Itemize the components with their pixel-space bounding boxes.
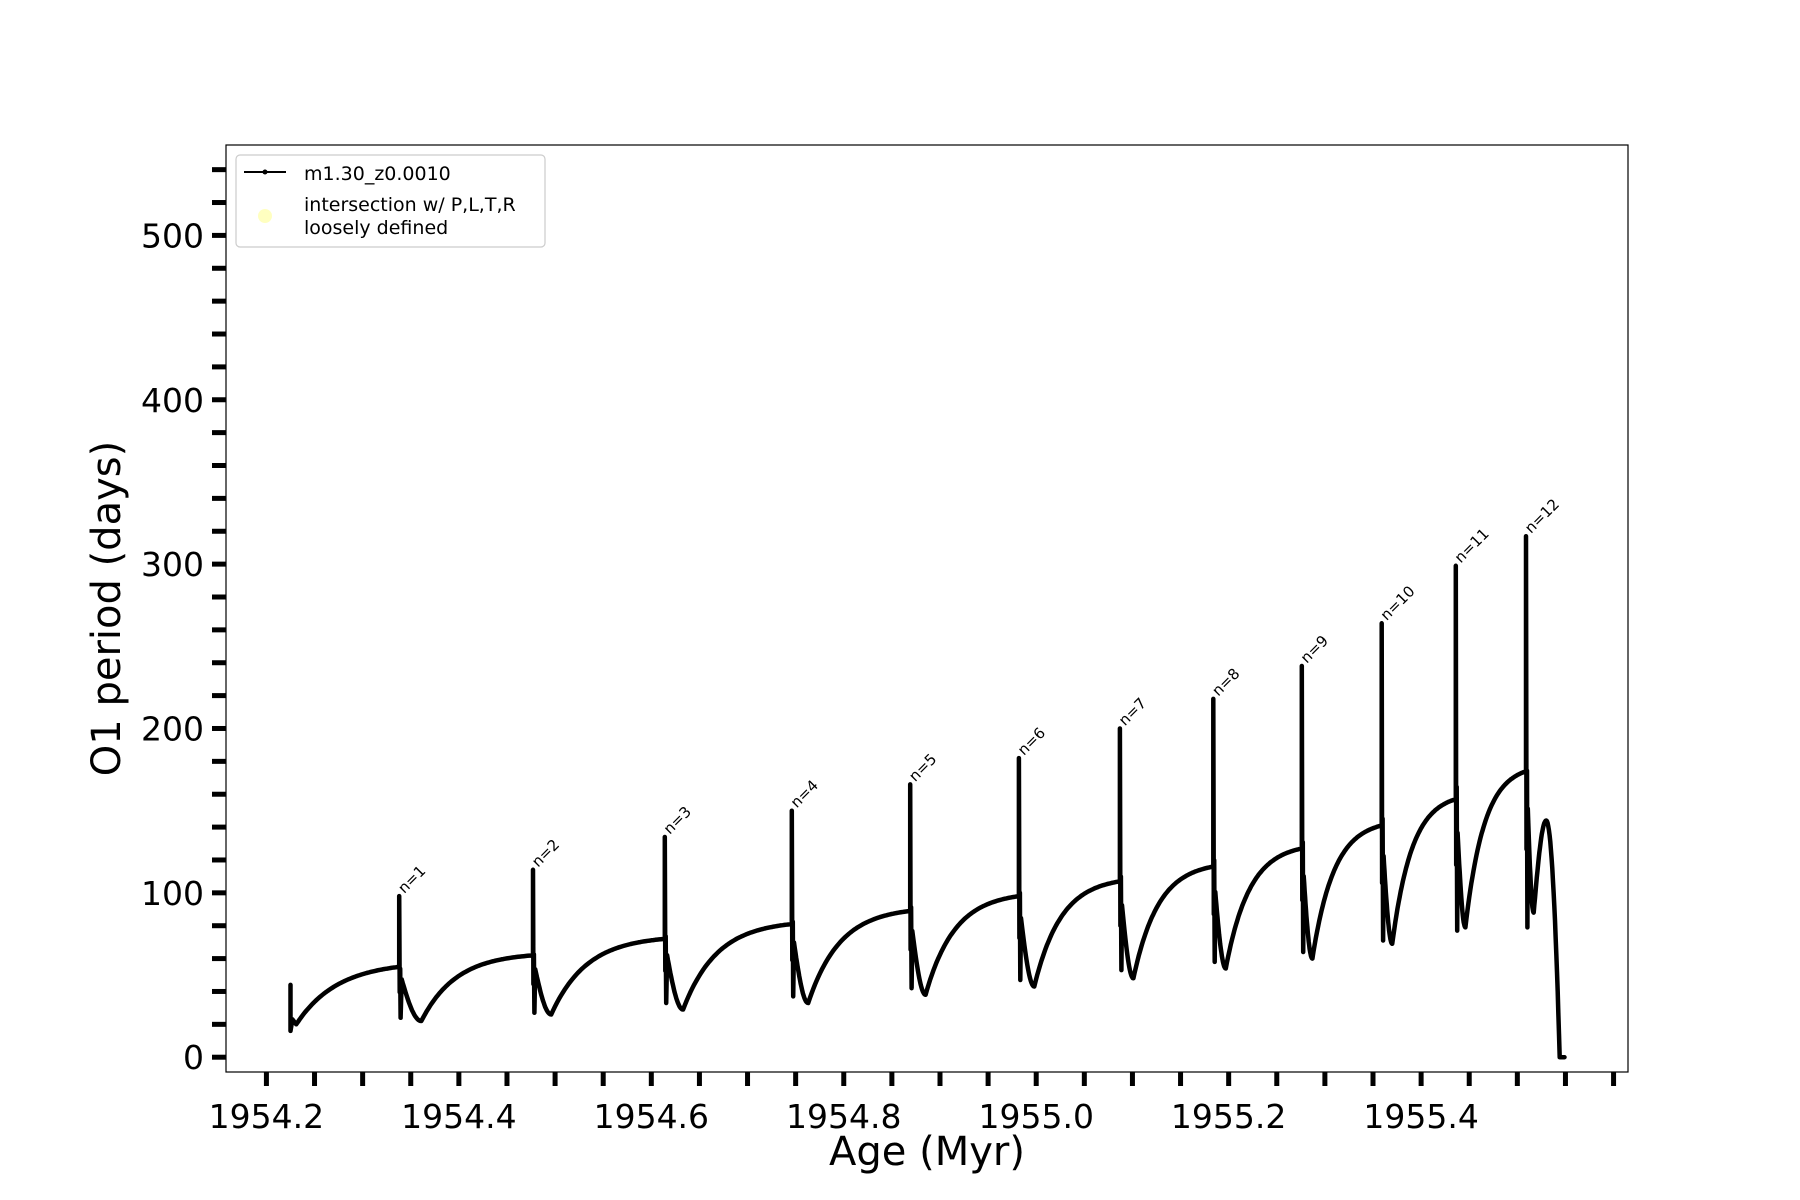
legend: m1.30_z0.0010 intersection w/ P,L,T,R lo… [235,154,546,248]
pulse-label: n=5 [905,750,940,785]
pulse-label: n=6 [1014,724,1049,759]
pulse-label: n=9 [1297,632,1332,667]
series-line [288,533,1567,1060]
series-m1-30-z0-0010 [288,533,1567,1060]
y-tick-label: 200 [141,709,204,748]
legend-label-series: m1.30_z0.0010 [304,163,451,185]
pulse-label: n=1 [394,862,429,897]
pulse-label: n=7 [1115,694,1150,729]
y-tick-label: 100 [141,874,204,913]
x-tick-label: 1955.4 [1363,1097,1478,1136]
legend-label-intersection-line2: loosely defined [304,217,448,239]
y-tick-label: 400 [141,381,204,420]
y-axis-label: O1 period (days) [84,441,130,776]
y-tick-label: 0 [183,1038,204,1077]
x-tick-label: 1955.2 [1171,1097,1286,1136]
pulse-label: n=12 [1521,495,1563,537]
legend-label-intersection-line1: intersection w/ P,L,T,R [304,194,516,216]
pulse-label: n=8 [1208,665,1243,700]
y-tick-label: 500 [141,216,204,255]
pulse-label: n=3 [660,803,695,838]
x-tick-label: 1954.2 [209,1097,324,1136]
axis-ticks: 1954.2 1954.4 1954.6 1954.8 1955.0 1955.2 1955… [141,167,1617,1136]
pulse-label: n=4 [787,776,822,811]
legend-intersection-marker [258,209,272,223]
x-tick-label: 1955.0 [978,1097,1093,1136]
pulse-label: n=10 [1377,582,1419,624]
x-axis-label: Age (Myr) [829,1129,1025,1175]
y-tick-label: 300 [141,545,204,584]
plot-frame [225,144,1629,1073]
x-tick-label: 1954.4 [401,1097,516,1136]
pulse-annotations: n=1 n=2 n=3 n=4 n=5 n=6 n=7 n=8 n=9 n=10 n=11 n=12 [394,495,1563,897]
x-tick-label: 1954.8 [786,1097,901,1136]
pulse-label: n=2 [528,836,563,871]
pulse-label: n=11 [1451,525,1493,567]
legend-dot-marker [262,169,268,175]
x-tick-label: 1954.6 [594,1097,709,1136]
legend-box [235,154,546,248]
